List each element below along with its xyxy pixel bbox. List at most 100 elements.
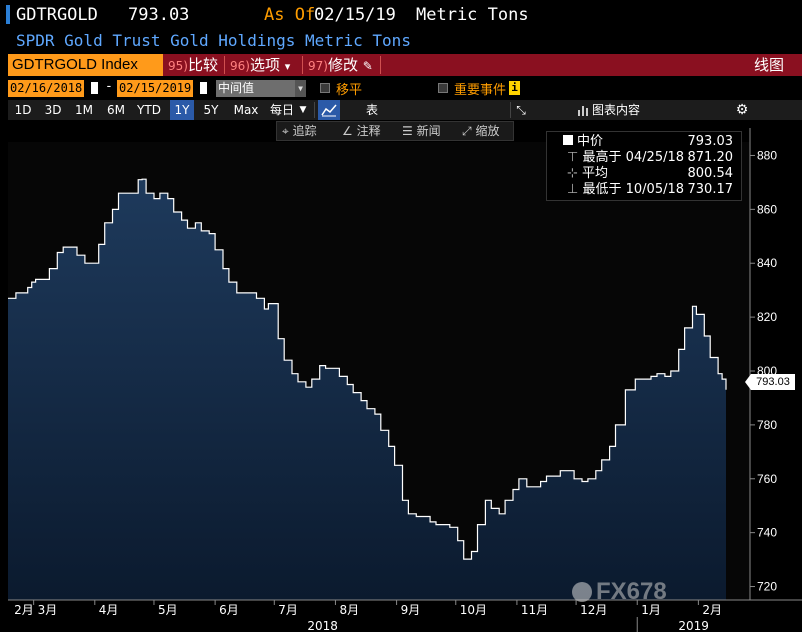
x-tick-label: 2月	[702, 603, 722, 617]
watermark: FX678	[596, 578, 667, 605]
price-tag-pointer	[745, 374, 751, 390]
y-tick-label: 880	[757, 148, 777, 162]
shift-checkbox[interactable]	[320, 83, 330, 93]
price-type-dropdown-icon[interactable]: ▼	[295, 80, 306, 97]
x-tick-label: 10月	[460, 603, 487, 617]
period-1y[interactable]: 1Y	[170, 100, 194, 120]
pencil-icon: ✎	[362, 59, 373, 73]
x-tick-label: 4月	[99, 603, 119, 617]
y-tick-label: 780	[757, 418, 777, 432]
chart-type-label[interactable]: 线图	[753, 56, 784, 74]
y-tick-label: 740	[757, 526, 777, 540]
area-fill	[8, 179, 726, 600]
x-tick-label: 1月	[641, 603, 661, 617]
legend-series-row: 中价	[563, 134, 603, 150]
news-button[interactable]: ☰ 新闻	[402, 121, 441, 141]
collapse-icon[interactable]: ⤡	[516, 103, 526, 117]
y-tick-label: 840	[757, 256, 777, 270]
period-5y[interactable]: 5Y	[203, 103, 219, 117]
avg-marker-icon: ⊹	[567, 166, 578, 181]
period-6m[interactable]: 6M	[107, 103, 125, 117]
price-type-select[interactable]: 中间值	[216, 80, 306, 97]
compare-button[interactable]: 95)比较	[168, 54, 218, 76]
legend-avg-label: 平均	[582, 166, 609, 181]
edit-button[interactable]: 97)修改 ✎	[308, 54, 373, 76]
chart-legend[interactable]: 中价 793.03 ⊤ 最高于 04/25/18 871.20 ⊹ 平均 800…	[546, 131, 742, 201]
annotate-button[interactable]: ∠ 注释	[342, 121, 381, 141]
compare-number: 95)	[168, 59, 188, 73]
last-price-tag: 793.03	[751, 374, 795, 390]
year-label: 2019	[678, 619, 709, 632]
x-tick-label: 9月	[401, 603, 421, 617]
table-button[interactable]: 表	[365, 103, 378, 117]
period-max[interactable]: Max	[233, 103, 259, 117]
shift-label: 移平	[336, 83, 363, 98]
zoom-label: 缩放	[475, 124, 500, 138]
legend-avg-value: 800.54	[687, 166, 734, 181]
options-label: 选项	[249, 56, 280, 74]
legend-series-value: 793.03	[687, 134, 734, 149]
legend-high-date: 04/25/18	[625, 150, 685, 165]
y-tick-label: 820	[757, 310, 777, 324]
options-number: 96)	[230, 59, 250, 73]
calendar-icon[interactable]	[91, 82, 98, 94]
ticker-marker	[6, 5, 10, 24]
security-description: SPDR Gold Trust Gold Holdings Metric Ton…	[16, 31, 411, 50]
menu-separator	[224, 56, 225, 74]
date-separator: -	[105, 79, 113, 94]
zoom-icon: ⤢	[462, 124, 472, 138]
legend-high-row: ⊤ 最高于 04/25/18	[567, 150, 684, 166]
y-tick-label: 720	[757, 580, 777, 594]
info-icon[interactable]: i	[509, 81, 520, 95]
x-tick-label: 8月	[339, 603, 359, 617]
as-of-label: As Of	[264, 5, 316, 25]
high-marker-icon: ⊤	[567, 150, 579, 165]
track-button[interactable]: ⌖ 追踪	[282, 121, 317, 141]
end-date-field[interactable]: 02/15/2019	[117, 80, 194, 97]
period-1d[interactable]: 1D	[14, 103, 32, 117]
y-tick-label: 760	[757, 472, 777, 486]
frequency-dropdown-icon[interactable]: ▼	[299, 105, 307, 115]
x-tick-label: 11月	[521, 603, 548, 617]
security-input[interactable]: GDTRGOLD Index	[8, 54, 163, 76]
y-tick-label: 860	[757, 202, 777, 216]
line-chart-icon[interactable]	[318, 100, 340, 120]
news-icon: ☰	[402, 124, 413, 138]
x-tick-label: 7月	[278, 603, 298, 617]
x-tick-label: 12月	[580, 603, 607, 617]
function-bar	[8, 54, 802, 76]
options-dropdown-icon: ▾	[284, 60, 291, 73]
menu-separator	[302, 56, 303, 74]
legend-low-date: 10/05/18	[625, 182, 685, 197]
period-3d[interactable]: 3D	[44, 103, 62, 117]
settings-gear-icon[interactable]: ⚙	[735, 102, 749, 118]
year-label: 2018	[307, 619, 338, 632]
key-events-checkbox[interactable]	[438, 83, 448, 93]
zoom-button[interactable]: ⤢ 缩放	[462, 121, 499, 141]
period-toolbar	[8, 100, 802, 120]
start-date-field[interactable]: 02/16/2018	[8, 80, 85, 97]
options-button[interactable]: 96)选项 ▾	[230, 54, 290, 76]
period-1m[interactable]: 1M	[75, 103, 93, 117]
legend-avg-row: ⊹ 平均	[567, 166, 608, 182]
toolbar-separator	[510, 102, 511, 118]
calendar-icon[interactable]	[200, 82, 207, 94]
legend-low-value: 730.17	[687, 182, 734, 197]
legend-low-label: 最低于	[582, 182, 622, 197]
bars-glyph	[578, 106, 588, 116]
toolbar-separator	[314, 102, 315, 118]
line-chart-glyph	[321, 104, 337, 117]
legend-low-row: ⊥ 最低于 10/05/18	[567, 182, 684, 198]
chart-contents-icon[interactable]	[578, 100, 588, 120]
draw-line-icon: ∠	[342, 124, 353, 138]
track-label: 追踪	[292, 124, 317, 138]
series-line	[8, 178, 727, 560]
period-ytd[interactable]: YTD	[137, 103, 161, 117]
frequency-select[interactable]: 每日	[269, 103, 294, 117]
legend-high-value: 871.20	[687, 150, 734, 165]
x-tick-label: 5月	[158, 603, 178, 617]
compare-label: 比较	[187, 56, 218, 74]
ticker-symbol: GDTRGOLD	[16, 5, 98, 25]
chart-contents-button[interactable]: 图表内容	[592, 103, 641, 117]
